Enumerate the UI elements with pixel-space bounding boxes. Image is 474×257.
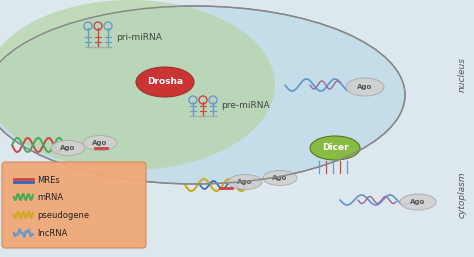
Text: Ago: Ago [273, 175, 288, 181]
Ellipse shape [83, 135, 117, 151]
Ellipse shape [136, 67, 194, 97]
Ellipse shape [51, 141, 85, 155]
Ellipse shape [0, 0, 275, 170]
Text: MREs: MREs [37, 176, 60, 185]
Text: nucleus: nucleus [457, 58, 466, 93]
FancyBboxPatch shape [2, 162, 146, 248]
Text: Dicer: Dicer [322, 143, 348, 152]
Text: pri-miRNA: pri-miRNA [116, 32, 162, 41]
Ellipse shape [346, 78, 384, 96]
Text: lncRNA: lncRNA [37, 228, 67, 237]
Ellipse shape [263, 170, 297, 186]
Ellipse shape [228, 175, 262, 189]
Text: mRNA: mRNA [37, 192, 63, 201]
Text: pseudogene: pseudogene [37, 210, 89, 219]
Ellipse shape [0, 6, 405, 184]
Text: Ago: Ago [357, 84, 373, 90]
Text: Drosha: Drosha [147, 78, 183, 87]
Text: Ago: Ago [92, 140, 108, 146]
Ellipse shape [400, 194, 436, 210]
Text: Ago: Ago [237, 179, 253, 185]
Text: pre-miRNA: pre-miRNA [221, 102, 270, 111]
Ellipse shape [310, 136, 360, 160]
Text: Ago: Ago [410, 199, 426, 205]
Text: cytoplasm: cytoplasm [457, 172, 466, 218]
Text: Ago: Ago [60, 145, 76, 151]
